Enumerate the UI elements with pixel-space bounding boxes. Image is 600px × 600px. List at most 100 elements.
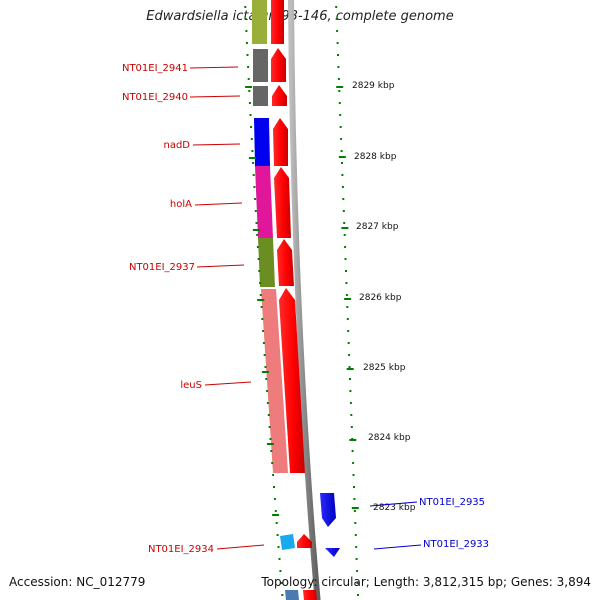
cog-block-blue-nadD <box>254 118 270 166</box>
cds-arrow-nadD <box>273 118 288 166</box>
minor-tick-inner <box>250 126 253 128</box>
minor-tick-inner <box>262 342 265 344</box>
gene-label: NT01EI_2937 <box>129 262 195 273</box>
minor-tick-inner <box>256 234 259 236</box>
minor-tick-inner <box>268 426 271 428</box>
gene-label: NT01EI_2933 <box>423 539 489 550</box>
major-tick-inner <box>252 229 260 231</box>
minor-tick-inner <box>281 594 284 596</box>
minor-tick-inner <box>280 582 283 584</box>
gene-leader-line <box>196 264 245 268</box>
minor-tick-outer <box>354 534 357 536</box>
minor-tick-outer <box>343 222 346 224</box>
minor-tick-outer <box>348 354 351 356</box>
reverse-cds-track <box>320 493 340 557</box>
minor-tick-outer <box>355 546 358 548</box>
minor-tick-inner <box>263 354 266 356</box>
cog-block-pink-leuS <box>261 289 288 473</box>
major-tick-inner <box>245 86 253 88</box>
minor-tick-inner <box>274 510 277 512</box>
gene-label: NT01EI_2935 <box>419 497 485 508</box>
minor-tick-inner <box>256 246 259 248</box>
minor-tick-inner <box>273 486 275 488</box>
minor-tick-outer <box>337 54 339 56</box>
minor-tick-outer <box>352 462 355 464</box>
kbp-label: 2829 kbp <box>352 81 395 91</box>
minor-tick-inner <box>278 558 281 560</box>
minor-tick-inner <box>251 150 254 152</box>
minor-tick-inner <box>276 534 279 536</box>
kbp-label: 2827 kbp <box>356 222 399 232</box>
minor-tick-outer <box>340 138 343 140</box>
minor-tick-outer <box>352 474 355 476</box>
minor-tick-outer <box>346 318 349 320</box>
kbp-label: 2823 kbp <box>373 503 416 513</box>
minor-tick-outer <box>353 498 356 500</box>
cog-block-cyan-2934 <box>280 534 295 550</box>
cog-block-olive-top <box>252 0 267 44</box>
kbp-ticks <box>244 6 359 596</box>
forward-cds-track <box>271 0 317 600</box>
kbp-label: 2825 kbp <box>363 363 406 373</box>
kbp-label-group: 2829 kbp 2828 kbp 2827 kbp 2826 kbp 2825 kbp… <box>352 81 416 513</box>
major-tick-outer <box>349 439 357 441</box>
topology-text: Topology: circular; Length: 3,812,315 bp… <box>261 575 591 589</box>
minor-tick-outer <box>336 42 339 44</box>
minor-tick-inner <box>272 474 275 476</box>
minor-tick-outer <box>344 246 347 248</box>
cog-block-gray-2941 <box>253 49 268 82</box>
cds-arrow-2937 <box>277 239 294 286</box>
minor-tick-outer <box>349 378 351 380</box>
minor-tick-inner <box>245 30 248 32</box>
minor-tick-inner <box>252 162 255 164</box>
minor-tick-inner <box>248 90 251 92</box>
minor-tick-outer <box>342 198 345 200</box>
minor-tick-outer <box>339 126 342 128</box>
minor-tick-inner <box>261 318 264 320</box>
minor-tick-outer <box>335 18 338 20</box>
minor-tick-inner <box>277 546 280 548</box>
gene-label: holA <box>170 199 192 210</box>
minor-tick-outer <box>337 66 340 68</box>
minor-tick-outer <box>340 150 343 152</box>
cds-arrow-2934 <box>297 534 312 548</box>
minor-tick-inner <box>266 390 269 392</box>
gene-leader-line <box>373 544 422 550</box>
minor-tick-inner <box>260 306 263 308</box>
cds-arrow-2940 <box>272 85 287 106</box>
minor-tick-outer <box>338 90 341 92</box>
minor-tick-inner <box>252 174 255 176</box>
minor-tick-inner <box>247 78 250 80</box>
major-tick-inner <box>272 514 280 516</box>
major-tick-outer <box>344 298 352 300</box>
minor-tick-inner <box>270 450 273 452</box>
minor-tick-outer <box>354 522 357 524</box>
minor-tick-outer <box>335 6 338 8</box>
minor-tick-inner <box>269 438 272 440</box>
minor-tick-inner <box>257 258 260 260</box>
minor-tick-inner <box>246 54 249 56</box>
minor-tick-inner <box>255 222 258 224</box>
minor-tick-inner <box>266 402 269 404</box>
minor-tick-outer <box>355 558 358 560</box>
minor-tick-outer <box>337 78 340 80</box>
minor-tick-outer <box>350 426 353 428</box>
kbp-label: 2824 kbp <box>368 433 411 443</box>
cog-block-magenta-holA <box>255 166 273 238</box>
minor-tick-outer <box>341 162 343 164</box>
major-tick-inner <box>257 299 265 301</box>
minor-tick-inner <box>267 414 270 416</box>
minor-tick-outer <box>353 510 356 512</box>
minor-tick-inner <box>249 114 252 116</box>
cds-arrow-2941 <box>271 48 286 82</box>
minor-tick-outer <box>336 30 339 32</box>
gene-label-group: NT01EI_2941 NT01EI_2940 nadD holA NT01EI_293… <box>122 63 489 555</box>
minor-tick-outer <box>338 102 341 104</box>
map-title: Edwardsiella ictaluri 93-146, complete g… <box>146 9 454 24</box>
minor-tick-outer <box>342 210 345 212</box>
minor-tick-inner <box>265 378 268 380</box>
accession-text: Accession: NC_012779 <box>9 575 146 589</box>
minor-tick-inner <box>279 570 282 572</box>
kbp-label: 2826 kbp <box>359 293 402 303</box>
major-tick-outer <box>351 507 359 509</box>
